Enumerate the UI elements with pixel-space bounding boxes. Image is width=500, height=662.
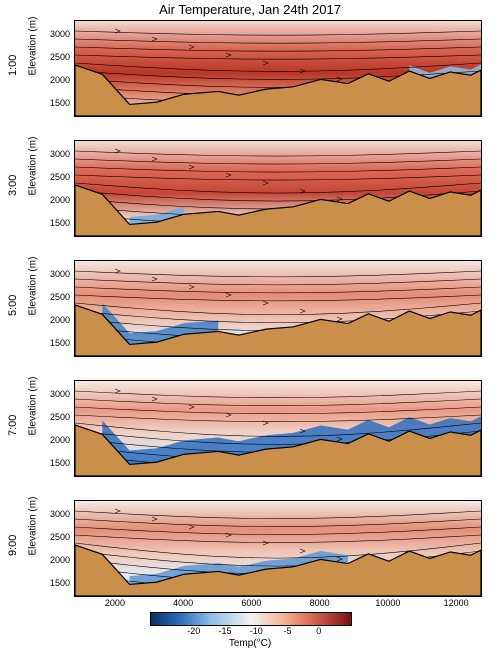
colorbar-gradient bbox=[150, 612, 352, 626]
y-tick: 1500 bbox=[50, 98, 70, 108]
cross-section-panel bbox=[74, 500, 482, 597]
y-axis-ticks: 1500 2000 2500 3000 bbox=[46, 500, 72, 595]
y-tick: 1500 bbox=[50, 218, 70, 228]
y-axis-label: Elevation (m) bbox=[28, 181, 39, 195]
y-tick: 2000 bbox=[50, 75, 70, 85]
y-tick: 2000 bbox=[50, 555, 70, 565]
y-tick: 2500 bbox=[50, 532, 70, 542]
y-tick: 1500 bbox=[50, 338, 70, 348]
y-axis-label: Elevation (m) bbox=[28, 301, 39, 315]
colorbar-tick: 0 bbox=[316, 626, 321, 636]
y-tick: 3000 bbox=[50, 29, 70, 39]
y-tick: 2500 bbox=[50, 292, 70, 302]
y-tick: 1500 bbox=[50, 458, 70, 468]
x-tick: 2000 bbox=[105, 598, 125, 608]
y-tick: 3000 bbox=[50, 269, 70, 279]
cross-section-panel bbox=[74, 380, 482, 477]
y-tick: 2000 bbox=[50, 315, 70, 325]
x-tick: 4000 bbox=[173, 598, 193, 608]
y-tick: 2000 bbox=[50, 195, 70, 205]
y-axis-label: Elevation (m) bbox=[28, 421, 39, 435]
cross-section-panel bbox=[74, 20, 482, 117]
colorbar-tick: -5 bbox=[283, 626, 291, 636]
row-time-label: 5:00 bbox=[7, 302, 19, 316]
y-tick: 2500 bbox=[50, 412, 70, 422]
x-tick: 6000 bbox=[241, 598, 261, 608]
y-axis-ticks: 1500 2000 2500 3000 bbox=[46, 140, 72, 235]
x-tick: 10000 bbox=[375, 598, 400, 608]
y-tick: 3000 bbox=[50, 149, 70, 159]
colorbar-tick: -20 bbox=[187, 626, 200, 636]
y-axis-label: Elevation (m) bbox=[28, 541, 39, 555]
y-tick: 3000 bbox=[50, 389, 70, 399]
y-tick: 1500 bbox=[50, 578, 70, 588]
colorbar-tick: -15 bbox=[218, 626, 231, 636]
colorbar-label: Temp(°C) bbox=[150, 638, 350, 649]
y-axis-ticks: 1500 2000 2500 3000 bbox=[46, 20, 72, 115]
figure-title: Air Temperature, Jan 24th 2017 bbox=[0, 2, 500, 17]
row-time-label: 3:00 bbox=[7, 182, 19, 196]
figure: Air Temperature, Jan 24th 2017 2000 4000 6… bbox=[0, 0, 500, 662]
cross-section-panel bbox=[74, 140, 482, 237]
row-time-label: 7:00 bbox=[7, 422, 19, 436]
row-time-label: 1:00 bbox=[7, 62, 19, 76]
y-tick: 2500 bbox=[50, 172, 70, 182]
y-axis-ticks: 1500 2000 2500 3000 bbox=[46, 380, 72, 475]
x-tick: 8000 bbox=[310, 598, 330, 608]
y-tick: 2500 bbox=[50, 52, 70, 62]
x-tick: 12000 bbox=[444, 598, 469, 608]
y-axis-ticks: 1500 2000 2500 3000 bbox=[46, 260, 72, 355]
cross-section-panel bbox=[74, 260, 482, 357]
colorbar: -20 -15 -10 -5 0 Temp(°C) bbox=[150, 612, 350, 652]
colorbar-tick: -10 bbox=[250, 626, 263, 636]
row-time-label: 9:00 bbox=[7, 542, 19, 556]
y-tick: 3000 bbox=[50, 509, 70, 519]
y-axis-label: Elevation (m) bbox=[28, 61, 39, 75]
y-tick: 2000 bbox=[50, 435, 70, 445]
